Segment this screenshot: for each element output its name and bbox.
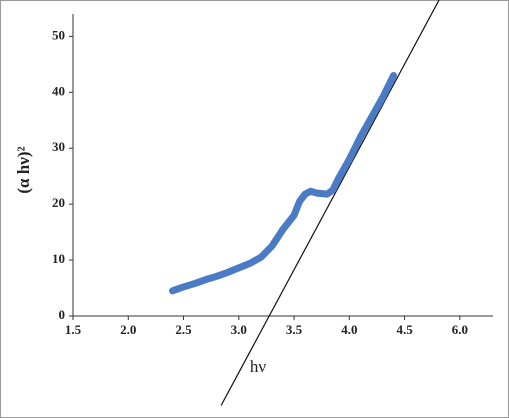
y-tick-label: 40 bbox=[52, 83, 65, 98]
x-tick-label: 3.0 bbox=[231, 322, 247, 337]
y-tick-label: 30 bbox=[52, 139, 65, 154]
data-line bbox=[168, 72, 398, 295]
x-tick-label: 1.5 bbox=[65, 322, 82, 337]
y-tick-label: 20 bbox=[52, 195, 65, 210]
y-tick-label: 10 bbox=[52, 251, 65, 266]
x-axis-label: hν bbox=[250, 357, 267, 376]
x-tick-label: 2.0 bbox=[120, 322, 136, 337]
x-tick-label: 2.5 bbox=[175, 322, 192, 337]
y-axis-label: (α hν)² bbox=[14, 146, 33, 193]
x-tick-label: 3.5 bbox=[286, 322, 303, 337]
x-tick-label: 4.0 bbox=[341, 322, 357, 337]
x-tick-label: 4.5 bbox=[396, 322, 413, 337]
fit-line bbox=[220, 0, 440, 406]
y-tick-label: 50 bbox=[52, 27, 65, 42]
x-tick-label: 6.0 bbox=[452, 322, 468, 337]
y-tick-label: 0 bbox=[59, 307, 66, 322]
